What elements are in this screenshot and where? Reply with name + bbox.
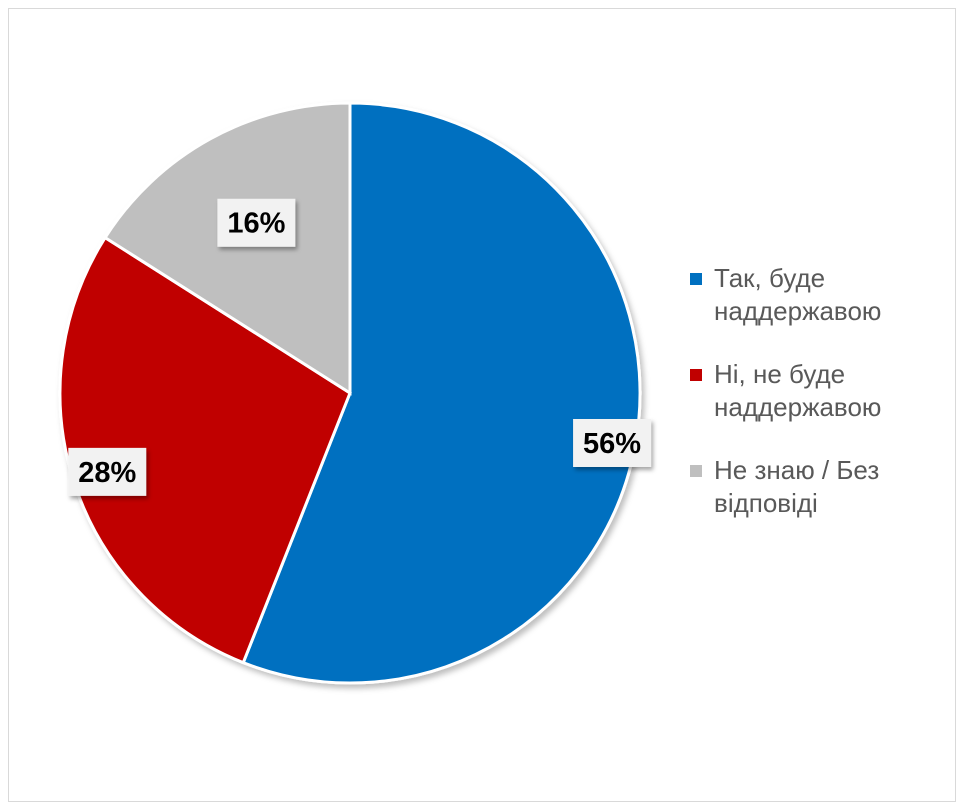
data-label-text: 28%: [78, 457, 136, 489]
data-label-no: 28%: [68, 448, 146, 496]
legend-label-dont-know: Не знаю / Без відповіді: [714, 455, 879, 518]
legend-swatch-dont-know: [690, 465, 702, 477]
legend-label-no: Ні, не буде наддержавою: [714, 359, 881, 422]
data-label-yes: 56%: [573, 419, 651, 467]
legend-item-yes: Так, буде наддержавою: [690, 262, 940, 328]
legend: Так, буде наддержавою Ні, не буде наддер…: [690, 262, 940, 550]
legend-label-yes: Так, буде наддержавою: [714, 263, 881, 326]
data-label-text: 16%: [227, 208, 285, 240]
data-label-dont-know: 16%: [217, 199, 295, 247]
legend-swatch-yes: [690, 273, 702, 285]
legend-item-dont-know: Не знаю / Без відповіді: [690, 454, 940, 520]
data-label-text: 56%: [583, 428, 641, 460]
legend-swatch-no: [690, 369, 702, 381]
legend-item-no: Ні, не буде наддержавою: [690, 358, 940, 424]
